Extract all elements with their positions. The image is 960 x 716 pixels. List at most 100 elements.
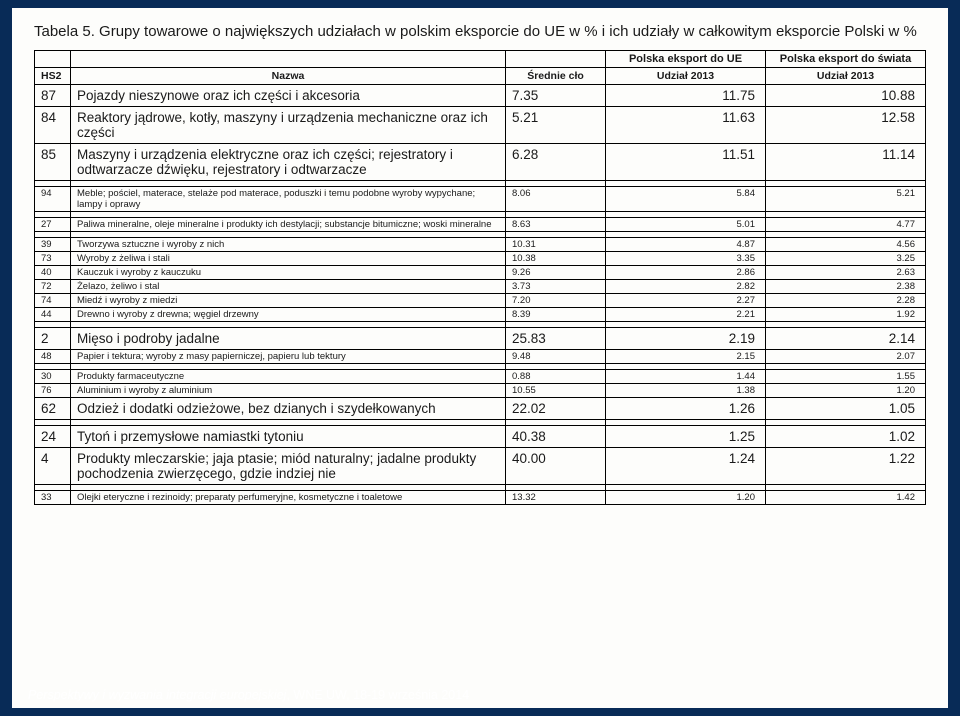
col-group-ue: Polska eksport do UE xyxy=(606,51,766,68)
table-row: 4Produkty mleczarskie; jaja ptasie; miód… xyxy=(35,448,926,485)
cell-name: Olejki eteryczne i rezinoidy; preparaty … xyxy=(71,491,506,505)
col-sw: Udział 2013 xyxy=(766,68,926,85)
cell-ue: 1.38 xyxy=(606,384,766,398)
table-row: 40Kauczuk i wyroby z kauczuku9.262.862.6… xyxy=(35,266,926,280)
footer-rest: , WNE UW, 18-19 września 2014 xyxy=(286,688,469,702)
cell-ue: 3.35 xyxy=(606,252,766,266)
cell-clo: 5.21 xyxy=(506,107,606,144)
cell-hs2: 85 xyxy=(35,144,71,181)
cell-hs2: 87 xyxy=(35,85,71,107)
cell-sw: 3.25 xyxy=(766,252,926,266)
cell-clo: 13.32 xyxy=(506,491,606,505)
footer-text: Perspektywy i wyzwania integracji europe… xyxy=(28,688,469,702)
cell-clo: 25.83 xyxy=(506,328,606,350)
table-row: 39Tworzywa sztuczne i wyroby z nich10.31… xyxy=(35,238,926,252)
cell-ue: 11.63 xyxy=(606,107,766,144)
cell-ue: 5.01 xyxy=(606,218,766,232)
cell-clo: 8.06 xyxy=(506,187,606,212)
cell-clo: 0.88 xyxy=(506,370,606,384)
cell-ue: 1.20 xyxy=(606,491,766,505)
cell-clo: 7.20 xyxy=(506,294,606,308)
col-group-sw: Polska eksport do świata xyxy=(766,51,926,68)
cell-sw: 2.63 xyxy=(766,266,926,280)
table-row: 73Wyroby z żeliwa i stali10.383.353.25 xyxy=(35,252,926,266)
table-row: 72Żelazo, żeliwo i stal3.732.822.38 xyxy=(35,280,926,294)
cell-clo: 10.31 xyxy=(506,238,606,252)
cell-clo: 40.00 xyxy=(506,448,606,485)
cell-sw: 1.02 xyxy=(766,426,926,448)
cell-name: Żelazo, żeliwo i stal xyxy=(71,280,506,294)
cell-clo: 10.55 xyxy=(506,384,606,398)
cell-name: Reaktory jądrowe, kotły, maszyny i urząd… xyxy=(71,107,506,144)
col-clo: Średnie cło xyxy=(506,68,606,85)
cell-hs2: 76 xyxy=(35,384,71,398)
cell-name: Meble; pościel, materace, stelaże pod ma… xyxy=(71,187,506,212)
header-row: HS2 Nazwa Średnie cło Udział 2013 Udział… xyxy=(35,68,926,85)
cell-hs2: 84 xyxy=(35,107,71,144)
table-row: 30Produkty farmaceutyczne0.881.441.55 xyxy=(35,370,926,384)
cell-name: Tworzywa sztuczne i wyroby z nich xyxy=(71,238,506,252)
cell-sw: 1.05 xyxy=(766,398,926,420)
cell-clo: 3.73 xyxy=(506,280,606,294)
cell-name: Tytoń i przemysłowe namiastki tytoniu xyxy=(71,426,506,448)
cell-name: Papier i tektura; wyroby z masy papierni… xyxy=(71,350,506,364)
cell-sw: 5.21 xyxy=(766,187,926,212)
table-row: 85Maszyny i urządzenia elektryczne oraz … xyxy=(35,144,926,181)
table-row: 48Papier i tektura; wyroby z masy papier… xyxy=(35,350,926,364)
cell-sw: 2.38 xyxy=(766,280,926,294)
cell-hs2: 2 xyxy=(35,328,71,350)
cell-sw: 1.22 xyxy=(766,448,926,485)
cell-ue: 11.51 xyxy=(606,144,766,181)
table-row: 94Meble; pościel, materace, stelaże pod … xyxy=(35,187,926,212)
cell-name: Wyroby z żeliwa i stali xyxy=(71,252,506,266)
cell-hs2: 4 xyxy=(35,448,71,485)
cell-name: Miedź i wyroby z miedzi xyxy=(71,294,506,308)
table-row: 62Odzież i dodatki odzieżowe, bez dziany… xyxy=(35,398,926,420)
footer-italic: Perspektywy i wyzwania integracji europe… xyxy=(28,688,286,702)
cell-ue: 1.26 xyxy=(606,398,766,420)
cell-ue: 2.82 xyxy=(606,280,766,294)
cell-ue: 4.87 xyxy=(606,238,766,252)
cell-hs2: 48 xyxy=(35,350,71,364)
cell-sw: 4.56 xyxy=(766,238,926,252)
table-row: 24Tytoń i przemysłowe namiastki tytoniu4… xyxy=(35,426,926,448)
cell-ue: 2.21 xyxy=(606,308,766,322)
cell-ue: 2.15 xyxy=(606,350,766,364)
cell-sw: 12.58 xyxy=(766,107,926,144)
col-ue: Udział 2013 xyxy=(606,68,766,85)
table-row: 44Drewno i wyroby z drewna; węgiel drzew… xyxy=(35,308,926,322)
cell-name: Kauczuk i wyroby z kauczuku xyxy=(71,266,506,280)
table-body: 87Pojazdy nieszynowe oraz ich części i a… xyxy=(35,85,926,505)
cell-clo: 10.38 xyxy=(506,252,606,266)
cell-sw: 1.92 xyxy=(766,308,926,322)
cell-sw: 2.07 xyxy=(766,350,926,364)
table-row: 27Paliwa mineralne, oleje mineralne i pr… xyxy=(35,218,926,232)
cell-name: Paliwa mineralne, oleje mineralne i prod… xyxy=(71,218,506,232)
cell-clo: 7.35 xyxy=(506,85,606,107)
table-container: Polska eksport do UE Polska eksport do ś… xyxy=(34,50,926,698)
cell-name: Pojazdy nieszynowe oraz ich części i akc… xyxy=(71,85,506,107)
table-row: 84Reaktory jądrowe, kotły, maszyny i urz… xyxy=(35,107,926,144)
cell-ue: 2.86 xyxy=(606,266,766,280)
cell-name: Odzież i dodatki odzieżowe, bez dzianych… xyxy=(71,398,506,420)
cell-sw: 11.14 xyxy=(766,144,926,181)
cell-ue: 2.27 xyxy=(606,294,766,308)
cell-hs2: 73 xyxy=(35,252,71,266)
cell-clo: 9.26 xyxy=(506,266,606,280)
table-row: 76Aluminium i wyroby z aluminium10.551.3… xyxy=(35,384,926,398)
cell-hs2: 30 xyxy=(35,370,71,384)
col-hs2: HS2 xyxy=(35,68,71,85)
cell-clo: 8.63 xyxy=(506,218,606,232)
table-row: 2Mięso i podroby jadalne25.832.192.14 xyxy=(35,328,926,350)
cell-hs2: 27 xyxy=(35,218,71,232)
cell-clo: 22.02 xyxy=(506,398,606,420)
cell-ue: 1.24 xyxy=(606,448,766,485)
cell-hs2: 33 xyxy=(35,491,71,505)
cell-ue: 1.44 xyxy=(606,370,766,384)
cell-sw: 4.77 xyxy=(766,218,926,232)
cell-name: Mięso i podroby jadalne xyxy=(71,328,506,350)
cell-hs2: 40 xyxy=(35,266,71,280)
cell-hs2: 62 xyxy=(35,398,71,420)
cell-hs2: 39 xyxy=(35,238,71,252)
cell-ue: 1.25 xyxy=(606,426,766,448)
